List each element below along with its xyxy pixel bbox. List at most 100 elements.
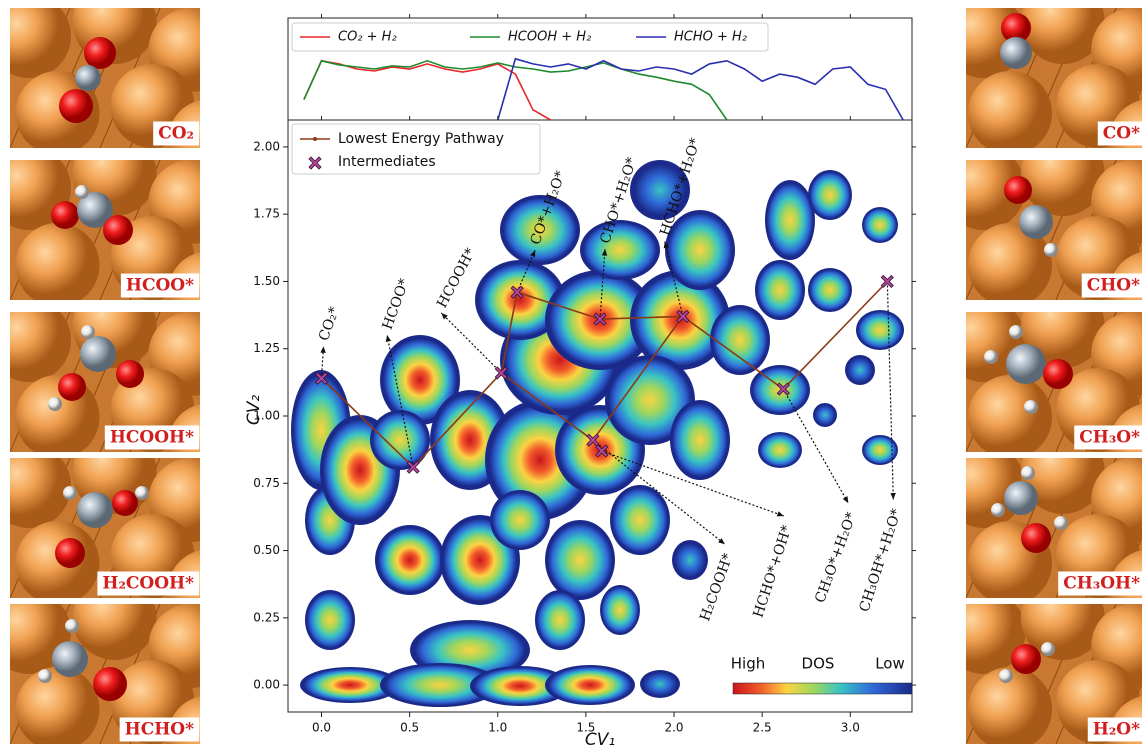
atom	[1021, 466, 1035, 480]
density-blob	[500, 195, 580, 265]
annotation-arrow	[386, 335, 414, 468]
structure-panel: CH₃OH*	[966, 458, 1142, 598]
density-blob	[545, 665, 635, 705]
atom	[1011, 644, 1041, 674]
density-blob	[672, 540, 708, 580]
legend-label: HCHO + H₂	[674, 30, 747, 45]
density-blob	[380, 663, 500, 707]
density-blob	[490, 490, 550, 550]
intermediate-marker	[406, 460, 420, 474]
panel-content	[10, 8, 200, 148]
metal-atom	[1020, 458, 1105, 514]
arrow-head	[776, 511, 784, 517]
x-tick-label: 1.5	[576, 721, 595, 735]
atom	[1024, 400, 1038, 414]
panel-content	[966, 160, 1142, 300]
atom	[1004, 176, 1032, 204]
atom	[1041, 642, 1055, 656]
density-blob	[630, 160, 690, 220]
colorbar-label: Low	[875, 655, 905, 673]
atom	[52, 641, 88, 677]
intermediate-label: CO₂*	[316, 305, 343, 343]
density-blob	[300, 667, 400, 703]
density-blob	[845, 355, 875, 385]
x-axis-label: CV₁	[585, 730, 615, 749]
metal-atom	[1020, 160, 1105, 216]
arrow-head	[441, 312, 448, 320]
y-tick-label: 1.75	[253, 207, 280, 221]
y-tick-label: 0.75	[253, 476, 280, 490]
structure-panel: HCOOH*	[10, 312, 200, 452]
panel-label-bg	[1058, 571, 1142, 596]
top-lines	[303, 57, 904, 120]
metal-atom	[15, 223, 100, 300]
legend-label: Intermediates	[338, 154, 436, 170]
atom	[51, 201, 79, 229]
density-blob	[545, 520, 615, 600]
structure-panel: CO₂	[10, 8, 200, 148]
intermediate-label: CH₃O*+H₂O*	[812, 510, 860, 605]
metal-atom	[15, 667, 100, 744]
atom	[81, 325, 95, 339]
structure-panel: H₂O*	[966, 604, 1142, 744]
density-blob	[475, 260, 565, 340]
x-tick-label: 3.0	[841, 721, 860, 735]
density-blob	[813, 403, 837, 427]
density-blob	[640, 670, 680, 698]
atom	[1006, 344, 1046, 384]
atom	[135, 486, 149, 500]
atom	[63, 486, 77, 500]
panel-label-bg	[1097, 121, 1142, 146]
atom	[1044, 243, 1058, 257]
colorbar-label: High	[731, 655, 765, 673]
panel-label: H₂O*	[1093, 720, 1140, 740]
annotation-arrow	[592, 439, 726, 545]
atom	[55, 538, 85, 568]
panel-label-bg	[104, 425, 200, 450]
metal-atom	[966, 604, 1026, 674]
atom	[77, 192, 113, 228]
atom	[1000, 37, 1032, 69]
y-tick-label: 2.00	[253, 139, 280, 153]
metal-atom	[15, 521, 100, 598]
arrow-head	[385, 335, 392, 342]
annotation-arrow	[320, 346, 325, 379]
panel-label: H₂COOH*	[102, 574, 194, 594]
legend-label: HCOOH + H₂	[508, 30, 591, 45]
legend-box	[291, 22, 769, 52]
panel-label-bg	[153, 121, 199, 146]
atom	[1009, 325, 1023, 339]
structure-panel: CHO*	[966, 160, 1142, 300]
panel-content	[966, 458, 1142, 598]
y-tick-label: 1.25	[253, 341, 280, 355]
panel-label-bg	[97, 571, 200, 596]
atom	[991, 503, 1005, 517]
density-blob	[605, 355, 695, 445]
intermediate-label: HCOO*	[380, 277, 413, 332]
atom	[116, 360, 144, 388]
density-blob	[305, 590, 355, 650]
atom	[1043, 359, 1073, 389]
intermediate-marker	[586, 433, 600, 447]
panel-content	[966, 8, 1142, 148]
intermediate-label: CH₃OH*+H₂O*	[857, 507, 905, 614]
intermediate-label: HCHO*+OH*	[750, 524, 795, 620]
metal-atom	[968, 223, 1052, 300]
arrow-head	[890, 492, 896, 500]
atom	[38, 669, 52, 683]
metal-atom	[10, 8, 71, 78]
atom	[999, 669, 1013, 683]
atom	[1021, 523, 1051, 553]
density-blob	[862, 207, 898, 243]
intermediate-marker	[494, 366, 508, 380]
arrow-head	[320, 346, 326, 353]
density-blob	[580, 220, 660, 280]
structure-panel: CH₃O*	[966, 312, 1142, 452]
atom	[84, 37, 116, 69]
y-tick-label: 1.50	[253, 274, 280, 288]
panel-label: CO₂	[158, 124, 194, 144]
panel-label: HCOOH*	[110, 428, 194, 448]
panel-label-bg	[1081, 273, 1142, 298]
x-tick-label: 2.5	[753, 721, 772, 735]
arrow-head	[842, 496, 849, 504]
